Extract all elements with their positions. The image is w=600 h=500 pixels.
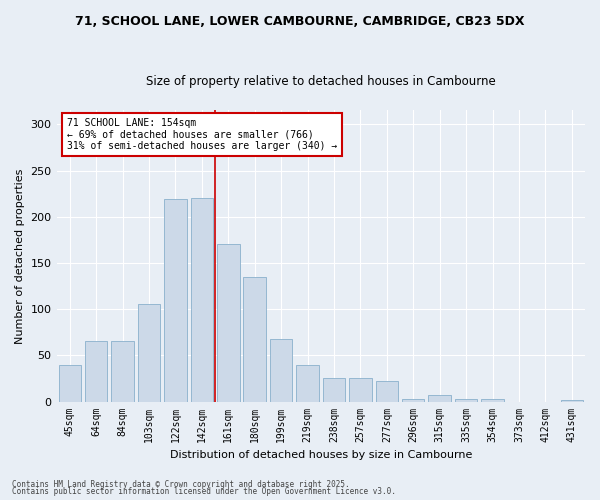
Bar	[455, 399, 478, 402]
Bar	[217, 244, 239, 402]
Title: Size of property relative to detached houses in Cambourne: Size of property relative to detached ho…	[146, 76, 496, 88]
Bar	[164, 199, 187, 402]
Y-axis label: Number of detached properties: Number of detached properties	[15, 168, 25, 344]
Text: 71, SCHOOL LANE, LOWER CAMBOURNE, CAMBRIDGE, CB23 5DX: 71, SCHOOL LANE, LOWER CAMBOURNE, CAMBRI…	[75, 15, 525, 28]
Bar	[402, 399, 424, 402]
Bar	[191, 198, 213, 402]
Bar	[428, 395, 451, 402]
Text: Contains HM Land Registry data © Crown copyright and database right 2025.: Contains HM Land Registry data © Crown c…	[12, 480, 350, 489]
Bar	[349, 378, 371, 402]
Bar	[296, 364, 319, 402]
Bar	[560, 400, 583, 402]
Bar	[85, 342, 107, 402]
Bar	[138, 304, 160, 402]
Bar	[244, 277, 266, 402]
Text: 71 SCHOOL LANE: 154sqm
← 69% of detached houses are smaller (766)
31% of semi-de: 71 SCHOOL LANE: 154sqm ← 69% of detached…	[67, 118, 337, 151]
Text: Contains public sector information licensed under the Open Government Licence v3: Contains public sector information licen…	[12, 487, 396, 496]
X-axis label: Distribution of detached houses by size in Cambourne: Distribution of detached houses by size …	[170, 450, 472, 460]
Bar	[59, 364, 81, 402]
Bar	[270, 338, 292, 402]
Bar	[323, 378, 345, 402]
Bar	[376, 381, 398, 402]
Bar	[481, 399, 504, 402]
Bar	[112, 342, 134, 402]
